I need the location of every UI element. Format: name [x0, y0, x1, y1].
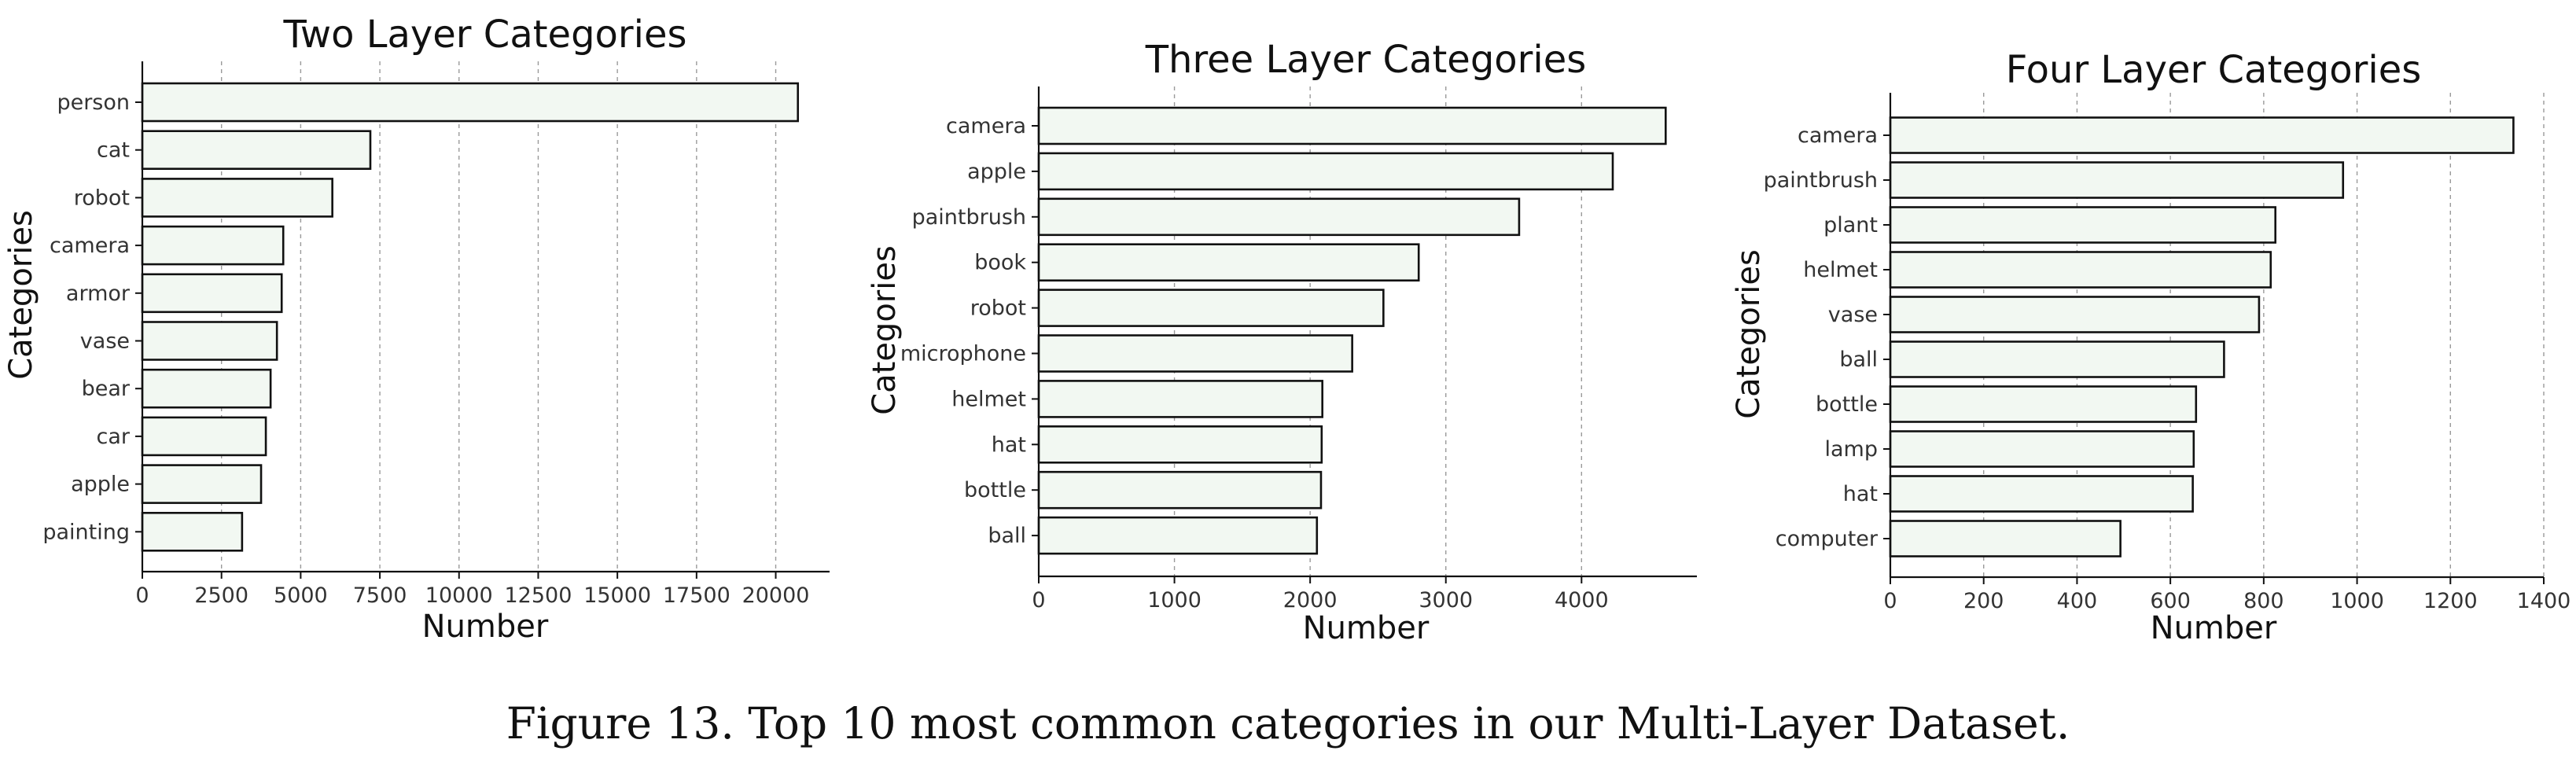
bar-armor	[141, 273, 283, 314]
x-tick-label: 0	[1032, 588, 1045, 613]
y-tick-label: hat	[992, 432, 1026, 457]
chart-four-layer: Four Layer Categories Categories Number …	[1731, 48, 2570, 646]
y-tick-label: camera	[1798, 123, 1878, 148]
bar-apple	[1037, 152, 1614, 191]
y-tick-label: computer	[1776, 527, 1879, 551]
x-tick-label: 1000	[2330, 589, 2384, 613]
y-tick-label: robot	[74, 186, 130, 210]
x-tick-label: 3000	[1419, 588, 1473, 613]
y-tick-label: bear	[82, 377, 131, 401]
y-tick-label: paintbrush	[912, 205, 1026, 230]
y-tick-label: armor	[66, 281, 131, 306]
y-tick-label: camera	[50, 234, 130, 258]
y-tick-label: bottle	[964, 478, 1026, 502]
bar-ball	[1889, 340, 2225, 378]
y-tick-label: ball	[988, 524, 1026, 548]
x-axis-label: Number	[2151, 610, 2277, 646]
bar-robot	[1037, 289, 1385, 327]
y-axis-label: Categories	[3, 210, 39, 380]
bar-ball	[1037, 516, 1319, 555]
chart-title: Three Layer Categories	[1145, 38, 1587, 82]
bar-bottle	[1889, 385, 2198, 423]
x-tick-label: 200	[1963, 589, 2004, 613]
x-tick-label: 4000	[1555, 588, 1609, 613]
bar-person	[141, 82, 800, 123]
bar-vase	[141, 321, 278, 361]
y-axis-label: Categories	[1731, 249, 1767, 419]
bar-apple	[141, 464, 263, 504]
y-tick-label: person	[57, 90, 130, 115]
chart-title: Two Layer Categories	[282, 13, 686, 57]
y-tick-label: paintbrush	[1764, 168, 1878, 193]
bar-camera	[1889, 116, 2515, 154]
y-tick-label: plant	[1823, 213, 1878, 237]
y-tick-label: cat	[97, 138, 130, 163]
x-tick-label: 2000	[1283, 588, 1338, 613]
y-tick-label: helmet	[1803, 258, 1878, 282]
y-tick-label: bottle	[1816, 392, 1878, 417]
y-tick-label: car	[97, 425, 131, 449]
bar-bear	[141, 368, 272, 409]
x-tick-label: 20000	[742, 583, 810, 608]
x-tick-label: 1000	[1147, 588, 1202, 613]
bar-microphone	[1037, 334, 1353, 373]
x-tick-label: 15000	[583, 583, 651, 608]
bar-camera	[141, 225, 285, 266]
x-tick-label: 400	[2057, 589, 2098, 613]
bar-hat	[1037, 425, 1323, 464]
bar-car	[141, 416, 267, 457]
bar-robot	[141, 178, 333, 218]
x-tick-label: 7500	[353, 583, 407, 608]
bar-plant	[1889, 206, 2276, 244]
x-tick-label: 10000	[425, 583, 493, 608]
figure-caption: Figure 13. Top 10 most common categories…	[506, 698, 2070, 749]
bar-paintbrush	[1037, 197, 1521, 237]
x-tick-label: 1200	[2423, 589, 2478, 613]
y-tick-label: book	[974, 251, 1026, 275]
x-tick-label: 1400	[2517, 589, 2571, 613]
x-tick-label: 0	[1883, 589, 1897, 613]
bar-helmet	[1037, 380, 1323, 418]
bar-painting	[141, 511, 244, 552]
y-axis-label: Categories	[867, 245, 903, 415]
bar-paintbrush	[1889, 161, 2345, 199]
chart-title: Four Layer Categories	[2006, 48, 2422, 92]
x-tick-label: 800	[2243, 589, 2284, 613]
y-tick-label: apple	[71, 473, 130, 497]
x-axis-label: Number	[422, 609, 549, 645]
bar-camera	[1037, 106, 1667, 145]
bar-lamp	[1889, 430, 2195, 468]
bar-cat	[141, 130, 372, 170]
y-tick-label: painting	[42, 520, 130, 544]
x-tick-label: 17500	[663, 583, 730, 608]
y-tick-label: vase	[80, 329, 130, 354]
y-tick-label: camera	[946, 114, 1026, 138]
bar-computer	[1889, 520, 2122, 557]
y-tick-label: apple	[967, 160, 1026, 184]
x-tick-label: 0	[135, 583, 149, 608]
y-tick-label: lamp	[1825, 437, 1879, 462]
y-tick-label: microphone	[900, 342, 1026, 366]
y-tick-label: helmet	[951, 387, 1026, 411]
y-tick-label: hat	[1843, 482, 1878, 506]
x-axis-label: Number	[1303, 610, 1430, 646]
y-tick-label: robot	[970, 296, 1026, 321]
chart-three-layer: Three Layer Categories Categories Number…	[867, 38, 1697, 646]
bar-book	[1037, 243, 1420, 282]
x-tick-label: 12500	[505, 583, 572, 608]
x-tick-label: 2500	[194, 583, 248, 608]
bar-bottle	[1037, 470, 1323, 510]
bar-hat	[1889, 475, 2194, 513]
x-tick-label: 5000	[274, 583, 328, 608]
y-tick-label: vase	[1828, 303, 1878, 327]
chart-two-layer: Two Layer Categories Categories Number 0…	[3, 13, 830, 645]
bar-vase	[1889, 296, 2261, 333]
x-tick-label: 600	[2150, 589, 2191, 613]
bar-helmet	[1889, 251, 2272, 289]
y-tick-label: ball	[1839, 348, 1878, 372]
